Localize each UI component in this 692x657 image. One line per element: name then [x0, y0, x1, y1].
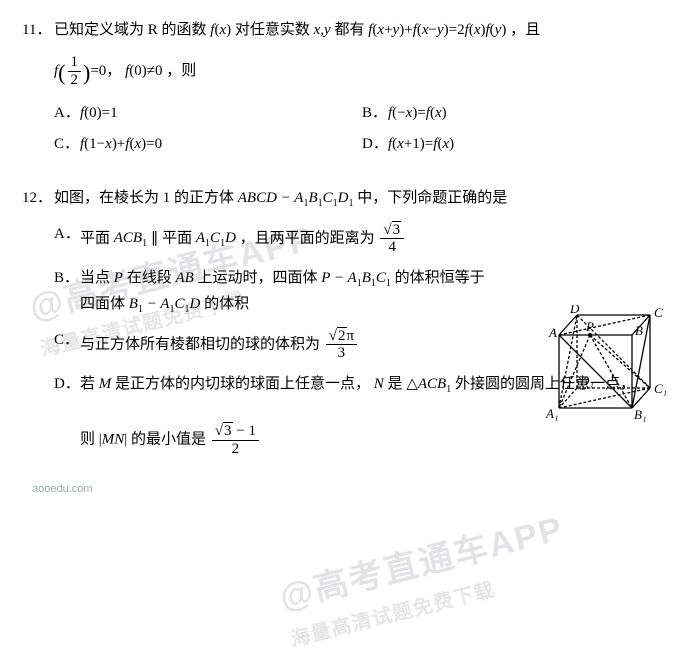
q11-xy: x,y	[314, 22, 331, 38]
q12-b-t5: 四面体	[80, 296, 129, 312]
q12-d-MN: |MN|	[99, 432, 128, 448]
q12-b-label: B．	[54, 266, 80, 318]
lbl-A: A	[548, 325, 557, 340]
q11-number: 11．	[22, 18, 54, 44]
q12-text-1: 如图，在棱长为 1 的正方体	[54, 190, 238, 206]
q12-text-2: 中，下列命题正确的是	[357, 190, 507, 206]
q12-a-t2: ∥ 平面	[151, 230, 196, 246]
q11-text-1: 已知定义域为 R 的函数	[54, 22, 210, 38]
lbl-C: C	[654, 305, 663, 320]
q12-d-t1: 若	[80, 376, 99, 392]
q12-stem: 12． 如图，在棱长为 1 的正方体 ABCD − A1B1C1D1 中，下列命…	[22, 186, 670, 212]
q11-opt-d: D． f(x+1)=f(x)	[362, 132, 670, 158]
q12-a-label: A．	[54, 222, 80, 256]
q11-b-label: B．	[362, 101, 388, 127]
q12-a-p2: A1C1D	[196, 230, 236, 246]
q12-c-frac: 2π3	[326, 328, 357, 362]
q11-row-cd: C． f(1−x)+f(x)=0 D． f(x+1)=f(x)	[54, 132, 670, 158]
q12-a-t3: ，且两平面的距离为	[240, 230, 379, 246]
q11-a-math: f(0)=1	[80, 101, 118, 127]
q12-b-tet1: P − A1B1C1	[321, 270, 391, 286]
q11-text-3: 都有	[334, 22, 368, 38]
q12-b-P: P	[114, 270, 123, 286]
q12-d-frac: 3 − 12	[212, 423, 259, 457]
q12-b-t4: 的体积恒等于	[395, 270, 485, 286]
q11-condition: f(12)=0， f(0)≠0 ，则	[54, 54, 670, 91]
q12-d-t3: 是	[388, 376, 407, 392]
lbl-B: B	[635, 323, 643, 338]
cube-svg: A B C D A₁ B₁ C₁ D₁ P	[542, 305, 672, 435]
q12-b-t3: 上运动时，四面体	[198, 270, 322, 286]
q12-c-t1: 与正方体所有棱都相切的球的体积为	[80, 336, 324, 352]
q12-body: 如图，在棱长为 1 的正方体 ABCD − A1B1C1D1 中，下列命题正确的…	[54, 186, 670, 212]
q12-d-N: N	[374, 376, 384, 392]
q11-fhalf: f(12)=0	[54, 63, 106, 79]
q11-eqn: f(x+y)+f(x−y)=2f(x)f(y)	[368, 22, 506, 38]
q11-fx: f(x)	[210, 22, 231, 38]
q11-text-2: 对任意实数	[235, 22, 314, 38]
q12-b-t2: 在线段	[127, 270, 176, 286]
lbl-D1: D₁	[579, 373, 594, 388]
lbl-A1: A₁	[545, 406, 558, 421]
q11-f0: f(0)≠0	[125, 63, 162, 79]
wm2-main: @高考直通车APP	[276, 510, 568, 617]
q12-b-tet2: B1 − A1C1D	[129, 296, 201, 312]
cube-figure: A B C D A₁ B₁ C₁ D₁ P	[542, 305, 672, 445]
q12-b-t6: 的体积	[204, 296, 249, 312]
q12-d-tri: △ACB1	[406, 376, 451, 392]
q12-c-body: 与正方体所有棱都相切的球的体积为 2π3	[80, 328, 359, 362]
q12-cube-name: ABCD − A1B1C1D1	[238, 190, 354, 206]
q12-b-t1: 当点	[80, 270, 114, 286]
q11-body: 已知定义域为 R 的函数 f(x) 对任意实数 x,y 都有 f(x+y)+f(…	[54, 18, 670, 44]
q12-d-label: D．	[54, 372, 80, 458]
q11-opt-b: B． f(−x)=f(x)	[362, 101, 670, 127]
q12-b-AB: AB	[175, 270, 193, 286]
q11-stem: 11． 已知定义域为 R 的函数 f(x) 对任意实数 x,y 都有 f(x+y…	[22, 18, 670, 44]
q11-d-math: f(x+1)=f(x)	[388, 132, 454, 158]
q12-a-p1: ACB1	[114, 230, 147, 246]
lbl-B1: B₁	[634, 407, 646, 422]
lbl-D: D	[569, 305, 580, 316]
q11-b-math: f(−x)=f(x)	[388, 101, 447, 127]
lbl-C1: C₁	[654, 381, 667, 396]
q11-c-label: C．	[54, 132, 80, 158]
q12-number: 12．	[22, 186, 54, 212]
q12-opt-a: A． 平面 ACB1 ∥ 平面 A1C1D ，且两平面的距离为 34	[54, 222, 670, 256]
question-11: 11． 已知定义域为 R 的函数 f(x) 对任意实数 x,y 都有 f(x+y…	[22, 18, 670, 158]
q12-d-t6: 的最小值是	[131, 432, 210, 448]
q12-a-body: 平面 ACB1 ∥ 平面 A1C1D ，且两平面的距离为 34	[80, 222, 406, 256]
q11-opt-a: A． f(0)=1	[54, 101, 362, 127]
q11-cond-tail: ，则	[166, 63, 196, 79]
lbl-P: P	[585, 319, 594, 334]
q12-a-t1: 平面	[80, 230, 114, 246]
q12-d-t2: 是正方体的内切球的球面上任意一点，	[115, 376, 370, 392]
q11-row-ab: A． f(0)=1 B． f(−x)=f(x)	[54, 101, 670, 127]
q12-c-label: C．	[54, 328, 80, 362]
q11-tail: ，且	[510, 22, 540, 38]
q11-a-label: A．	[54, 101, 80, 127]
q11-opt-c: C． f(1−x)+f(x)=0	[54, 132, 362, 158]
q12-d-t5: 则	[80, 432, 99, 448]
q12-d-M: M	[99, 376, 112, 392]
watermark-2: @高考直通车APP 海量高清试题免费下载	[274, 501, 578, 657]
q11-d-label: D．	[362, 132, 388, 158]
source-url: aooedu.com	[32, 480, 93, 499]
wm2-sub: 海量高清试题免费下载	[287, 553, 578, 656]
q11-c-math: f(1−x)+f(x)=0	[80, 132, 162, 158]
q12-a-frac: 34	[380, 222, 404, 256]
q12-b-body: 当点 P 在线段 AB 上运动时，四面体 P − A1B1C1 的体积恒等于 四…	[80, 266, 485, 318]
